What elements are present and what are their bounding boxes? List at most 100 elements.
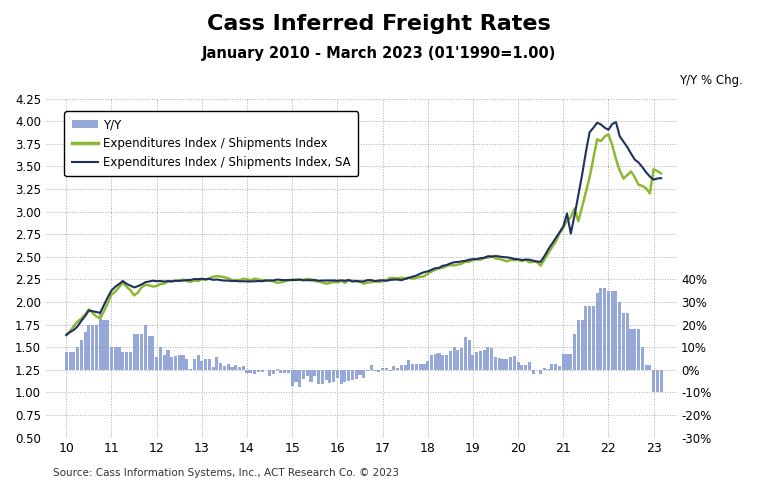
Bar [102, 320, 105, 370]
Bar [227, 364, 230, 370]
Bar [343, 370, 346, 382]
Bar [415, 364, 418, 370]
Bar [196, 355, 199, 370]
Bar [83, 332, 86, 370]
Bar [125, 352, 128, 370]
Bar [204, 359, 207, 370]
Bar [290, 370, 294, 385]
Bar [656, 370, 659, 392]
Bar [381, 368, 384, 370]
Bar [437, 353, 440, 370]
Bar [80, 340, 83, 370]
Bar [528, 362, 531, 370]
Bar [483, 350, 486, 370]
Bar [121, 352, 124, 370]
Bar [524, 364, 527, 370]
Bar [140, 334, 143, 370]
Bar [449, 351, 452, 370]
Bar [407, 360, 410, 370]
Bar [332, 370, 335, 383]
Bar [340, 370, 343, 384]
Bar [76, 347, 79, 370]
Bar [155, 357, 158, 370]
Bar [558, 366, 561, 370]
Bar [230, 367, 233, 370]
Bar [399, 365, 403, 370]
Bar [629, 329, 633, 370]
Bar [313, 370, 316, 376]
Bar [468, 340, 471, 370]
Bar [351, 370, 354, 380]
Bar [573, 334, 576, 370]
Bar [475, 352, 478, 370]
Bar [622, 313, 625, 370]
Bar [133, 334, 136, 370]
Bar [163, 355, 166, 370]
Bar [644, 365, 647, 370]
Bar [625, 313, 629, 370]
Bar [355, 370, 358, 379]
Bar [208, 360, 211, 370]
Bar [324, 370, 327, 380]
Bar [396, 368, 399, 370]
Bar [68, 352, 71, 370]
Bar [418, 364, 421, 370]
Bar [460, 348, 463, 370]
Bar [193, 359, 196, 370]
Bar [72, 352, 75, 370]
Bar [611, 290, 614, 370]
Bar [422, 364, 425, 370]
Bar [471, 355, 475, 370]
Bar [211, 367, 215, 370]
Bar [110, 347, 113, 370]
Bar [502, 359, 505, 370]
Bar [249, 370, 252, 373]
Bar [200, 360, 203, 370]
Bar [434, 354, 437, 370]
Bar [366, 370, 369, 371]
Bar [159, 347, 162, 370]
Bar [106, 320, 109, 370]
Bar [99, 313, 102, 370]
Bar [370, 364, 373, 370]
Bar [374, 370, 377, 372]
Bar [253, 370, 256, 374]
Bar [114, 347, 117, 370]
Bar [543, 368, 546, 370]
Bar [347, 370, 350, 381]
Bar [464, 337, 467, 370]
Bar [577, 320, 580, 370]
Bar [302, 370, 305, 379]
Bar [581, 320, 584, 370]
Bar [456, 350, 459, 370]
Bar [562, 354, 565, 370]
Bar [385, 368, 388, 370]
Bar [129, 352, 132, 370]
Bar [136, 334, 139, 370]
Bar [280, 370, 283, 373]
Bar [328, 370, 331, 383]
Bar [321, 370, 324, 384]
Text: January 2010 - March 2023 (01'1990=1.00): January 2010 - March 2023 (01'1990=1.00) [202, 46, 556, 60]
Bar [498, 358, 501, 370]
Bar [272, 370, 275, 374]
Text: Cass Inferred Freight Rates: Cass Inferred Freight Rates [207, 14, 551, 35]
Bar [490, 348, 493, 370]
Bar [411, 364, 414, 370]
Bar [648, 365, 651, 370]
Bar [167, 350, 170, 370]
Bar [95, 324, 98, 370]
Bar [219, 363, 222, 370]
Bar [445, 355, 448, 370]
Bar [174, 357, 177, 370]
Bar [268, 370, 271, 375]
Bar [596, 293, 599, 370]
Text: Y/Y % Chg.: Y/Y % Chg. [679, 73, 743, 87]
Bar [261, 370, 264, 372]
Bar [641, 347, 644, 370]
Bar [592, 306, 595, 370]
Bar [494, 357, 497, 370]
Bar [479, 351, 482, 370]
Bar [615, 290, 618, 370]
Bar [362, 370, 365, 378]
